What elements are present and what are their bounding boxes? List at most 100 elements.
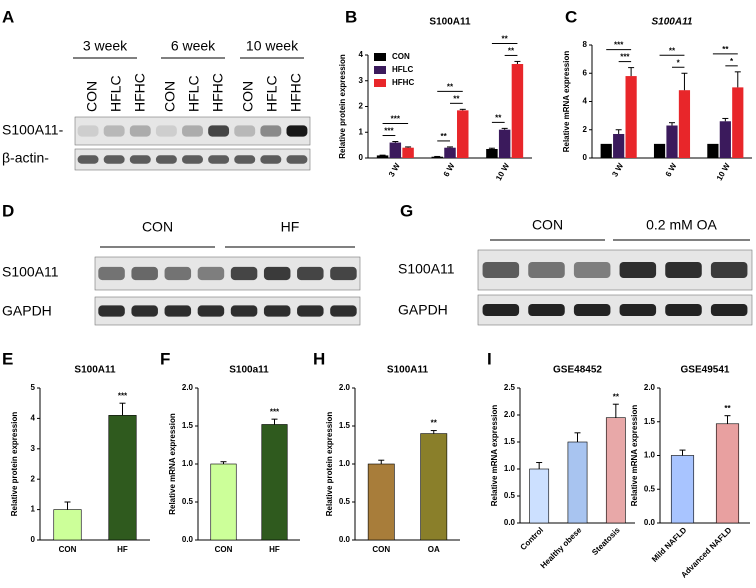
- blot-band: [208, 155, 230, 164]
- x-tick-label: Healthy obese: [539, 525, 584, 570]
- panel-label: I: [487, 349, 492, 368]
- blot-band: [263, 305, 291, 317]
- significance-label: **: [453, 94, 460, 103]
- blot-band: [528, 262, 565, 278]
- significance-label: **: [502, 35, 509, 44]
- blot-band: [197, 266, 225, 281]
- y-tick-label: 0.0: [182, 535, 194, 544]
- bar: [261, 424, 288, 541]
- bar: [529, 468, 550, 524]
- bar: [732, 87, 744, 158]
- significance-label: ***: [614, 41, 624, 50]
- chart-title: S100A11: [74, 365, 116, 376]
- y-axis-label: Relative mRNA expression: [490, 405, 499, 507]
- blot-band: [263, 266, 291, 281]
- bar: [666, 125, 678, 158]
- y-tick-label: 0.0: [504, 518, 516, 527]
- bar: [420, 433, 448, 541]
- blot-background: [74, 116, 311, 146]
- bar: [367, 463, 395, 541]
- panel-label: C: [565, 7, 577, 26]
- panel-label: H: [313, 349, 325, 368]
- group-label: HF: [281, 219, 300, 235]
- y-tick-label: 1: [31, 505, 36, 514]
- blot-band: [330, 266, 357, 281]
- blot-band: [297, 266, 324, 281]
- bar: [389, 142, 402, 158]
- blot-band: [330, 305, 357, 317]
- blot-band: [129, 125, 151, 137]
- bar: [625, 76, 637, 158]
- significance-label: **: [495, 113, 502, 122]
- y-tick-label: 2.0: [182, 383, 194, 392]
- chart-title: S100a11: [229, 365, 269, 376]
- significance-label: **: [613, 392, 620, 401]
- significance-label: **: [724, 404, 731, 413]
- significance-label: ***: [270, 407, 280, 416]
- chart-title: S100A11: [387, 365, 429, 376]
- y-tick-label: 0.5: [644, 484, 656, 493]
- group-label: CON: [142, 219, 173, 235]
- y-axis-label: Relative mRNA expression: [562, 51, 571, 153]
- chart-title: S100A11: [652, 17, 693, 28]
- y-tick-label: 1: [359, 127, 364, 136]
- significance-label: **: [508, 47, 515, 56]
- x-tick-label: Control: [519, 526, 545, 552]
- y-tick-label: 0.5: [182, 497, 194, 506]
- bar: [719, 121, 731, 158]
- y-tick-label: 1.0: [644, 451, 656, 460]
- group-label: 0.2 mM OA: [646, 217, 717, 233]
- y-tick-label: 0.0: [339, 535, 351, 544]
- bar: [653, 143, 666, 158]
- y-tick-label: 2.0: [339, 383, 351, 392]
- x-tick-label: 10 W: [715, 161, 732, 182]
- y-tick-label: 1.0: [339, 459, 351, 468]
- time-point: 10 week: [246, 38, 299, 54]
- chart-title: S100A11: [429, 17, 471, 28]
- x-tick-label: Mild NAFLD: [650, 525, 689, 564]
- blot-band: [98, 305, 125, 317]
- lane-label: HFHC: [132, 73, 148, 112]
- y-tick-label: 4: [583, 97, 588, 106]
- y-tick-label: 2: [583, 125, 588, 134]
- lane-label: HFLC: [264, 75, 280, 112]
- y-tick-label: 1.5: [644, 417, 656, 426]
- blot-band: [286, 125, 308, 137]
- legend-label: CON: [392, 52, 410, 61]
- row-label: S100A11: [398, 261, 455, 277]
- blot-band: [260, 155, 282, 164]
- panel-label: G: [400, 201, 413, 220]
- chart-title: GSE49541: [681, 365, 730, 376]
- lane-label: HFLC: [186, 75, 202, 112]
- x-tick-label: 3 W: [387, 161, 402, 178]
- bar: [108, 415, 137, 541]
- y-tick-label: 6: [583, 68, 588, 77]
- blot-band: [77, 155, 99, 164]
- blot-band: [230, 266, 258, 281]
- y-tick-label: 1.5: [339, 421, 351, 430]
- panel-label: A: [2, 7, 14, 26]
- significance-label: **: [441, 132, 448, 141]
- lane-label: HFLC: [108, 75, 124, 112]
- x-tick-label: HF: [117, 545, 128, 554]
- blot-band: [103, 155, 125, 164]
- blot-background: [477, 294, 753, 326]
- blot-band: [103, 125, 125, 137]
- blot-band: [98, 266, 125, 281]
- significance-label: **: [431, 419, 438, 428]
- significance-label: ***: [118, 391, 128, 400]
- y-tick-label: 2: [359, 102, 364, 111]
- lane-label: HFHC: [210, 73, 226, 112]
- y-axis-label: Relative protein expression: [325, 412, 334, 517]
- y-tick-label: 1.0: [504, 464, 516, 473]
- legend-label: HFLC: [392, 65, 414, 74]
- group-label: CON: [532, 217, 563, 233]
- x-tick-label: Steatosis: [590, 525, 622, 557]
- bar: [678, 90, 691, 158]
- x-tick-label: Advanced NAFLD: [679, 525, 733, 579]
- bar: [511, 64, 524, 158]
- y-tick-label: 4: [31, 414, 36, 423]
- panel-label: B: [345, 7, 357, 26]
- x-tick-label: 10 W: [494, 161, 511, 182]
- blot-band: [230, 305, 258, 317]
